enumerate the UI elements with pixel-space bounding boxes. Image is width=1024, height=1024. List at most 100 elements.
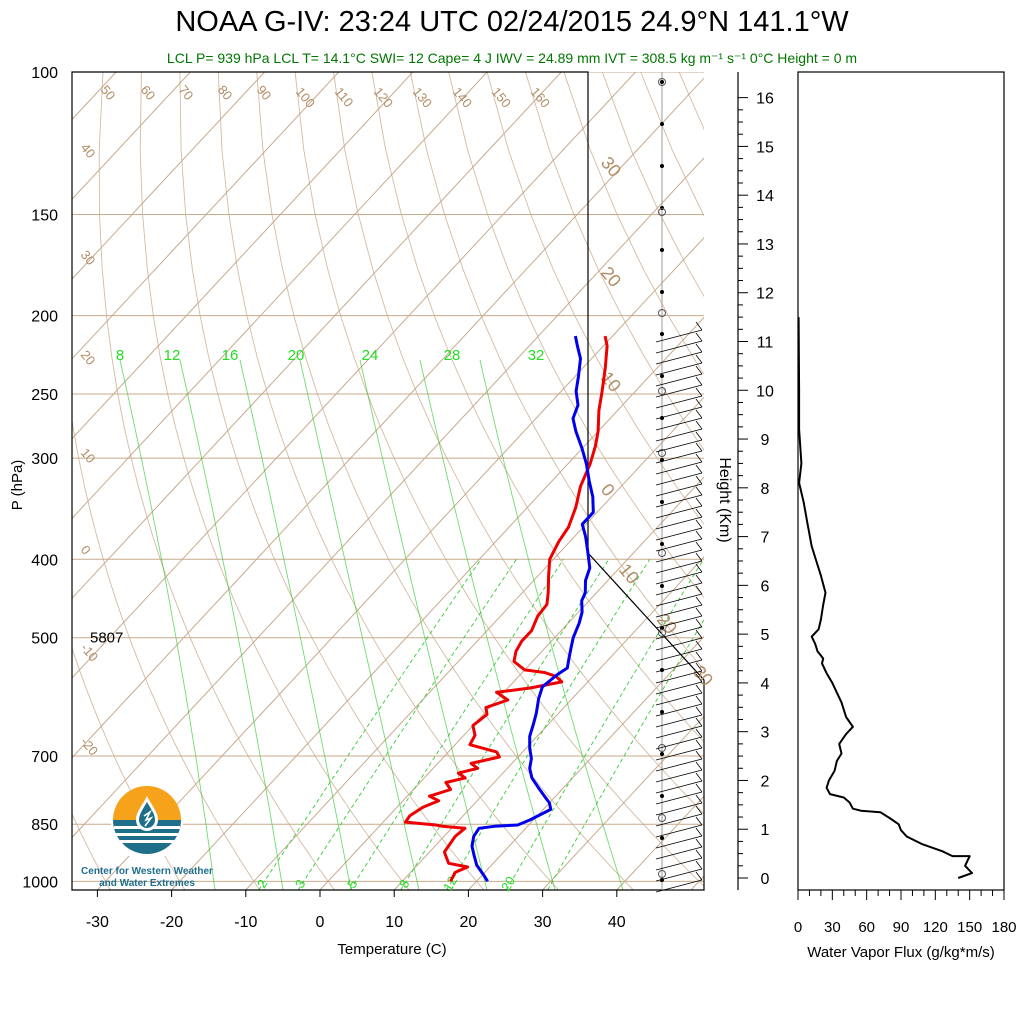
wind-barb	[655, 626, 703, 640]
isotherm-label: 30	[689, 662, 717, 690]
wind-level-dot	[660, 374, 664, 378]
wind-barb	[655, 395, 703, 409]
wind-barb-feather	[695, 574, 703, 584]
height-tick-label: 1	[761, 822, 770, 839]
dry-adiabat-line	[333, 72, 704, 815]
wind-barb	[655, 791, 703, 805]
wind-barb	[655, 527, 703, 541]
wind-level-dot	[660, 500, 664, 504]
flux-tick-label: 180	[991, 919, 1016, 936]
wind-barb	[655, 538, 703, 552]
height-tick-label: 11	[757, 334, 774, 351]
wind-barb-feather	[695, 860, 703, 870]
mixing-ratio-label: 8	[116, 347, 124, 364]
wind-barb-feather	[695, 486, 703, 496]
isotherm-label: 90	[254, 82, 275, 103]
moist-adiabat-line	[479, 359, 624, 890]
chart-subtitle: LCL P= 939 hPa LCL T= 14.1°C SWI= 12 Cap…	[166, 50, 858, 66]
mixing-ratio-label: 32	[528, 347, 545, 364]
height-tick-label: 12	[756, 286, 774, 303]
isotherm-line	[171, 316, 704, 890]
dry-adiabat-line	[256, 72, 634, 890]
wind-level-dot	[660, 80, 664, 84]
wind-barb-feather	[695, 332, 703, 342]
wind-barb	[655, 769, 703, 783]
isotherm-label: 10	[78, 445, 99, 466]
mixing-ratio-label: 20	[498, 874, 518, 894]
wind-barb-feather	[695, 552, 703, 562]
dewpoint-profile-line	[470, 335, 595, 883]
wind-barb-feather	[695, 794, 703, 804]
dry-adiabat-line	[217, 72, 559, 890]
wind-barb	[655, 659, 703, 673]
wind-barb	[655, 604, 703, 618]
wind-barb-feather	[695, 706, 703, 716]
wind-barb-feather	[695, 827, 703, 837]
wind-barb	[655, 340, 703, 354]
flux-axis-label: Water Vapor Flux (g/kg*m/s)	[807, 944, 995, 961]
wind-barb	[655, 758, 703, 772]
wind-barb-feather	[695, 772, 703, 782]
temperature-tick-label: -10	[234, 914, 257, 931]
wind-barb	[655, 571, 703, 585]
mixing-ratio-line	[506, 559, 704, 890]
height-tick-label: 2	[761, 773, 770, 790]
wind-barb	[655, 692, 703, 706]
pressure-tick-label: 250	[31, 387, 58, 404]
wind-barb-feather	[695, 376, 703, 386]
moist-adiabat-line	[119, 359, 216, 890]
wind-barb	[655, 670, 703, 684]
isotherm-line	[72, 72, 340, 360]
dry-adiabat-line	[486, 72, 704, 525]
mixing-ratio-label: 12	[164, 347, 181, 364]
wind-barb-feather	[695, 585, 703, 595]
wind-barb	[655, 582, 703, 596]
cw3e-logo: Center for Western Weather and Water Ext…	[62, 782, 232, 892]
wind-barb-feather	[695, 871, 703, 881]
height-tick-label: 16	[756, 91, 774, 108]
wind-barb-feather	[695, 541, 703, 551]
dry-adiabat-line	[98, 72, 335, 890]
wind-barb	[655, 725, 703, 739]
wind-barb-feather	[695, 838, 703, 848]
dry-adiabat-line	[601, 72, 704, 298]
mixing-ratio-line	[400, 559, 610, 890]
mixing-ratio-label: 24	[362, 347, 379, 364]
wind-barb	[655, 681, 703, 695]
wind-barb	[655, 714, 703, 728]
wind-barb-feather	[695, 409, 703, 419]
dry-adiabat-line	[525, 72, 704, 451]
wind-barb	[655, 736, 703, 750]
wind-barb	[655, 615, 703, 629]
dry-adiabat-line	[139, 72, 410, 890]
pressure-axis-label: P (hPa)	[9, 460, 26, 511]
temperature-profile-line	[403, 335, 609, 882]
flux-tick-label: 30	[824, 919, 841, 936]
isotherm-line	[97, 237, 704, 890]
wind-barb-feather	[695, 453, 703, 463]
isotherm-line	[72, 72, 414, 440]
isotherm-label: 50	[98, 82, 119, 103]
wind-barb	[655, 461, 703, 475]
height-tick-label: 0	[761, 871, 770, 888]
temperature-tick-label: 0	[316, 914, 325, 931]
wind-barb-feather	[695, 651, 703, 661]
isotherm-label: 140	[450, 84, 475, 110]
wind-barb-feather	[695, 365, 703, 375]
isotherm-label: 70	[176, 82, 197, 103]
wind-barb	[655, 747, 703, 761]
isotherm-line	[72, 72, 488, 520]
wind-barb	[655, 439, 703, 453]
isotherm-line	[616, 795, 704, 890]
flux-tick-label: 90	[893, 919, 910, 936]
wind-barb-feather	[695, 728, 703, 738]
flux-tick-label: 150	[957, 919, 982, 936]
wind-barb	[655, 505, 703, 519]
wind-barb	[655, 384, 703, 398]
pressure-tick-label: 100	[31, 65, 58, 82]
flux-tick-label: 60	[858, 919, 875, 936]
height-tick-label: 7	[761, 530, 770, 547]
mixing-ratio-line	[258, 559, 482, 890]
isotherm-label: 20	[597, 263, 625, 291]
mixing-ratio-label: 3	[292, 877, 309, 891]
